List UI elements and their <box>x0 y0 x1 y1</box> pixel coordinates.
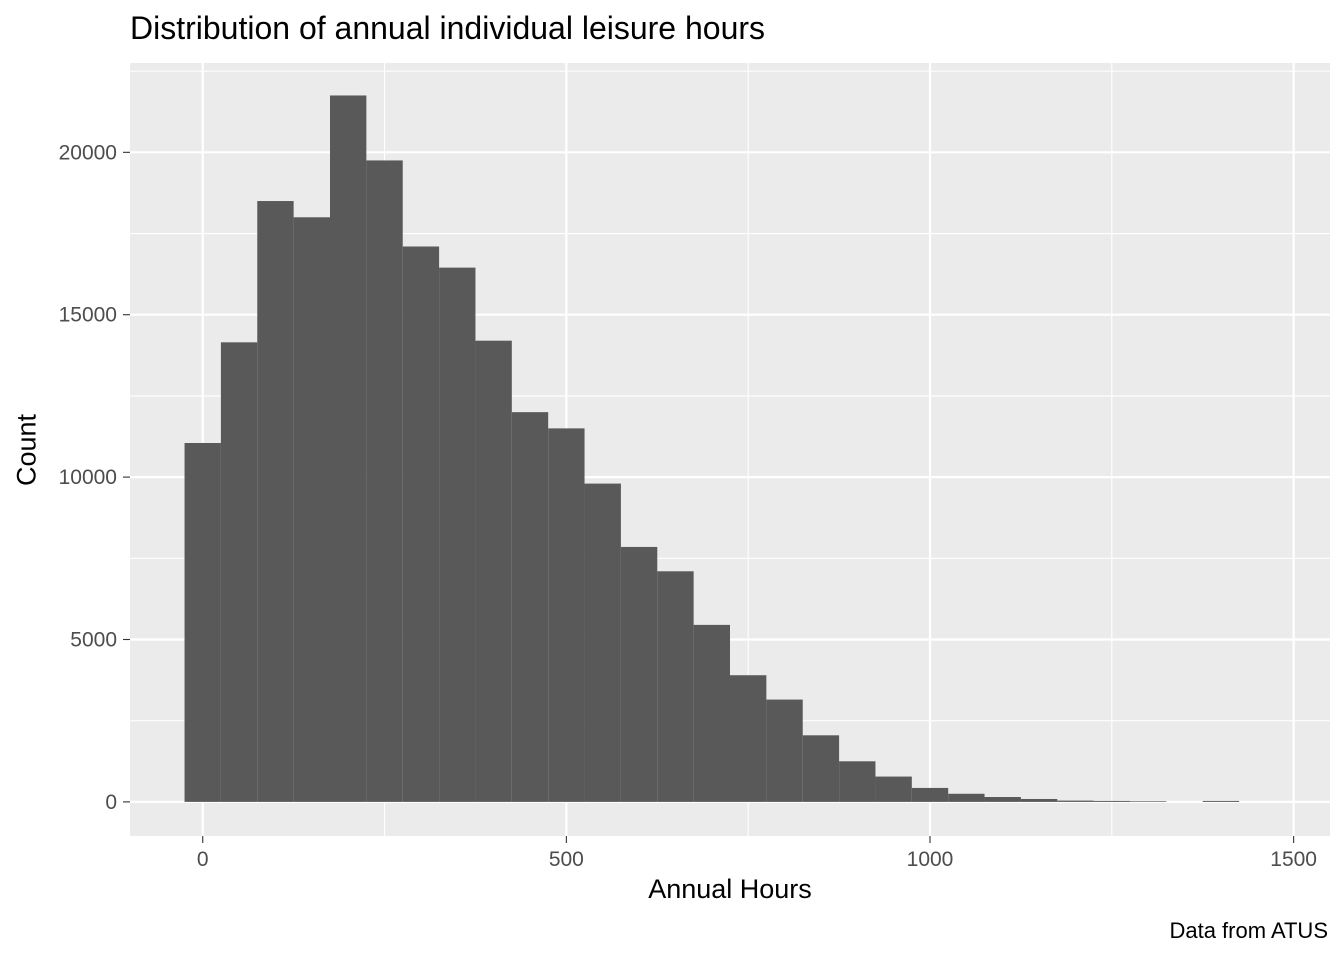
histogram-bar <box>875 776 912 802</box>
histogram-bar <box>657 571 694 802</box>
y-axis-label: Count <box>11 413 42 487</box>
histogram-bar <box>766 699 803 802</box>
histogram-bar <box>1020 798 1058 802</box>
histogram-bar <box>584 483 621 802</box>
histogram-bar <box>220 342 258 802</box>
histogram-bar <box>802 735 840 802</box>
x-axis: 0 500 1000 1500 <box>197 836 1317 871</box>
y-tick-label: 10000 <box>59 466 117 489</box>
histogram-bar <box>257 201 294 802</box>
x-tick-label: 0 <box>197 848 209 871</box>
histogram-bar <box>730 675 767 802</box>
histogram-bar <box>439 267 476 802</box>
histogram-bar <box>948 793 985 802</box>
y-tick-label: 20000 <box>59 141 117 164</box>
histogram-bar <box>839 761 876 802</box>
y-tick-label: 5000 <box>70 629 117 652</box>
histogram-bar <box>1057 800 1094 802</box>
histogram-bar <box>911 787 949 802</box>
histogram-bar <box>293 217 330 802</box>
histogram-bar <box>475 340 512 802</box>
histogram-bar <box>984 797 1021 802</box>
histogram-bars <box>184 95 1240 802</box>
y-axis: 0 5000 10000 15000 20000 <box>59 141 130 814</box>
x-axis-label: Annual Hours <box>648 874 812 904</box>
chart-caption: Data from ATUS <box>1169 918 1328 943</box>
histogram-bar <box>511 412 549 802</box>
histogram-bar <box>620 546 658 802</box>
x-tick-label: 500 <box>549 848 584 871</box>
chart-title: Distribution of annual individual leisur… <box>130 10 766 46</box>
y-tick-label: 15000 <box>59 304 117 327</box>
histogram-bar <box>1202 800 1240 802</box>
histogram-bar <box>330 95 367 802</box>
histogram-bar <box>402 246 440 802</box>
x-tick-label: 1500 <box>1270 848 1317 871</box>
histogram-bar <box>1093 800 1130 802</box>
histogram-bar <box>693 624 730 802</box>
histogram-bar <box>1130 801 1167 802</box>
histogram-bar <box>366 160 403 802</box>
y-tick-label: 0 <box>105 791 117 814</box>
x-tick-label: 1000 <box>907 848 954 871</box>
histogram-bar <box>548 428 585 802</box>
histogram-bar <box>184 443 221 802</box>
